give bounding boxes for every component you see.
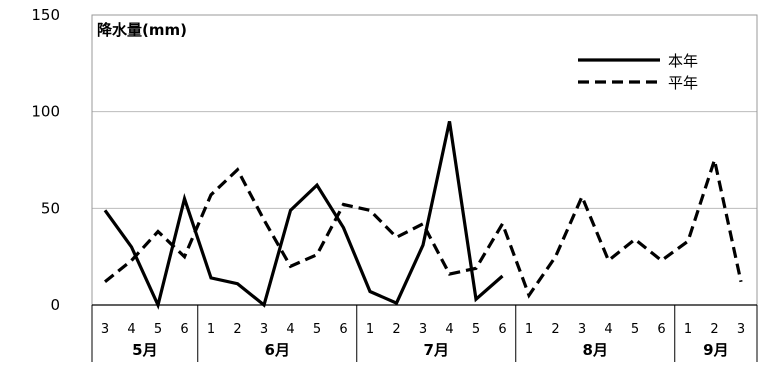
y-tick-label: 0 bbox=[50, 296, 60, 314]
x-tick-label: 2 bbox=[392, 322, 400, 337]
x-tick-label: 6 bbox=[498, 322, 506, 337]
y-tick-label: 150 bbox=[31, 6, 60, 24]
x-tick-label: 1 bbox=[366, 322, 374, 337]
gridlines bbox=[92, 111, 757, 209]
x-tick-label: 6 bbox=[657, 322, 665, 337]
x-tick-label: 2 bbox=[710, 322, 718, 337]
series-line-0 bbox=[103, 120, 504, 310]
x-tick-label: 4 bbox=[445, 322, 453, 337]
x-tick-label: 5 bbox=[154, 322, 162, 337]
month-label: 5月 bbox=[132, 341, 157, 359]
x-tick-label: 5 bbox=[313, 322, 321, 337]
x-tick-label: 3 bbox=[260, 322, 268, 337]
x-tick-label: 5 bbox=[472, 322, 480, 337]
month-label: 8月 bbox=[583, 341, 608, 359]
month-label: 7月 bbox=[424, 341, 449, 359]
x-tick-label: 2 bbox=[233, 322, 241, 337]
x-tick-label: 1 bbox=[525, 322, 533, 337]
y-axis-ticks: 0 50 100 150 bbox=[31, 6, 60, 314]
y-tick-label: 50 bbox=[41, 199, 60, 217]
x-tick-label: 3 bbox=[101, 322, 109, 337]
x-tick-label: 1 bbox=[207, 322, 215, 337]
x-tick-label: 6 bbox=[180, 322, 188, 337]
month-label: 9月 bbox=[703, 341, 728, 359]
x-tick-label: 6 bbox=[339, 322, 347, 337]
x-tick-label: 1 bbox=[684, 322, 692, 337]
legend-label-1: 平年 bbox=[668, 74, 698, 92]
legend-label-0: 本年 bbox=[668, 52, 698, 70]
x-tick-label: 4 bbox=[604, 322, 612, 337]
series-line-1 bbox=[103, 153, 743, 299]
x-tick-label: 2 bbox=[551, 322, 559, 337]
x-tick-label: 4 bbox=[127, 322, 135, 337]
y-tick-label: 100 bbox=[31, 103, 60, 121]
x-tick-label: 5 bbox=[631, 322, 639, 337]
x-tick-label: 4 bbox=[286, 322, 294, 337]
x-tick-label: 3 bbox=[578, 322, 586, 337]
month-label: 6月 bbox=[265, 341, 290, 359]
x-axis: 3 4 5 6 1 2 3 4 5 6 1 2 3 4 5 6 1 2 3 4 5 6 1 2 3 5月 6月 7月 8月 9月 bbox=[91, 304, 758, 362]
series-lines bbox=[103, 120, 743, 310]
x-tick-label: 3 bbox=[737, 322, 745, 337]
x-tick-label: 3 bbox=[419, 322, 427, 337]
y-axis-label: 降水量(mm) bbox=[97, 21, 187, 39]
